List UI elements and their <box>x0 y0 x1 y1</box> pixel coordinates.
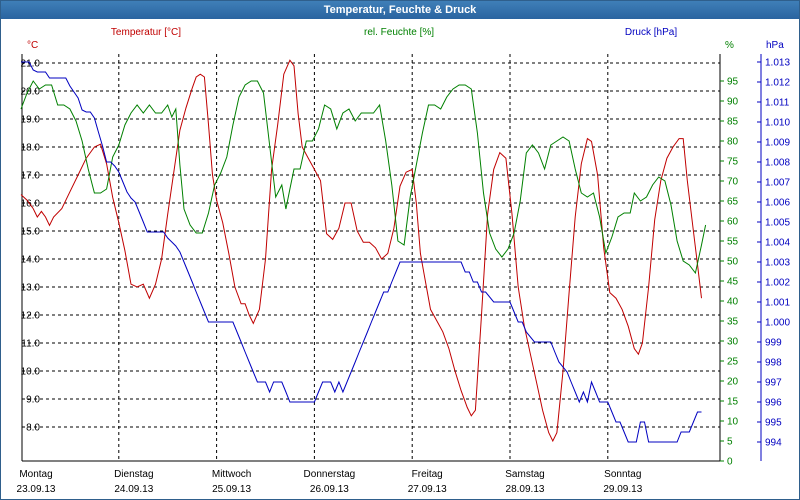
series-group <box>20 59 707 443</box>
tick-label-humidity: 65 <box>727 197 739 208</box>
tick-label-date: 29.09.13 <box>603 484 642 495</box>
tick-label-pressure: 994 <box>765 438 782 449</box>
tick-label-temperature: 15.0 <box>21 227 41 238</box>
tick-label-pressure: 998 <box>765 358 782 369</box>
tick-label-temperature: 9.0 <box>26 395 40 406</box>
tick-label-pressure: 1.008 <box>765 158 790 169</box>
tick-label-humidity: 70 <box>727 177 739 188</box>
tick-label-pressure: 996 <box>765 398 782 409</box>
unit-temperature: °C <box>27 40 38 51</box>
tick-label-temperature: 16.0 <box>21 199 41 210</box>
series-line-humidity <box>20 80 707 275</box>
axis-label-humidity: rel. Feuchte [%] <box>364 27 434 38</box>
tick-label-day: Dienstag <box>114 469 153 480</box>
tick-label-pressure: 1.012 <box>765 78 790 89</box>
unit-pressure: hPa <box>766 40 784 51</box>
tick-label-date: 27.09.13 <box>408 484 447 495</box>
tick-label-pressure: 1.011 <box>765 98 790 109</box>
tick-label-day: Montag <box>19 469 52 480</box>
tick-label-day: Samstag <box>505 469 544 480</box>
tick-label-pressure: 1.006 <box>765 198 790 209</box>
grid <box>22 54 720 461</box>
series-line-pressure <box>21 61 702 443</box>
unit-humidity: % <box>725 40 734 51</box>
tick-label-pressure: 1.013 <box>765 58 790 69</box>
axis-label-pressure: Druck [hPa] <box>625 27 677 38</box>
plot-frame <box>21 54 762 462</box>
tick-label-temperature: 14.0 <box>21 255 41 266</box>
window-title: Temperatur, Feuchte & Druck <box>1 1 799 19</box>
tick-label-pressure: 1.005 <box>765 218 790 229</box>
tick-label-humidity: 95 <box>727 77 739 88</box>
tick-label-temperature: 10.0 <box>21 367 41 378</box>
tick-label-pressure: 1.003 <box>765 258 790 269</box>
axis-label-temperature: Temperatur [°C] <box>111 27 181 38</box>
tick-label-temperature: 8.0 <box>26 423 40 434</box>
tick-label-humidity: 0 <box>727 457 733 468</box>
tick-label-date: 26.09.13 <box>310 484 349 495</box>
tick-label-pressure: 997 <box>765 378 782 389</box>
tick-label-humidity: 80 <box>727 137 739 148</box>
tick-label-humidity: 10 <box>727 417 739 428</box>
axes: 21.020.019.018.017.016.015.014.013.012.0… <box>17 58 791 496</box>
tick-label-humidity: 75 <box>727 157 739 168</box>
tick-label-humidity: 45 <box>727 277 739 288</box>
tick-label-pressure: 995 <box>765 418 782 429</box>
tick-label-temperature: 20.0 <box>21 87 41 98</box>
tick-label-day: Freitag <box>412 469 443 480</box>
chart-canvas: 21.020.019.018.017.016.015.014.013.012.0… <box>17 27 791 496</box>
tick-label-pressure: 1.001 <box>765 298 790 309</box>
tick-label-pressure: 1.002 <box>765 278 790 289</box>
tick-label-humidity: 60 <box>727 217 739 228</box>
tick-label-day: Donnerstag <box>304 469 356 480</box>
tick-label-humidity: 40 <box>727 297 739 308</box>
tick-label-pressure: 1.000 <box>765 318 790 329</box>
tick-label-date: 23.09.13 <box>17 484 56 495</box>
tick-label-date: 25.09.13 <box>212 484 251 495</box>
tick-label-temperature: 13.0 <box>21 283 41 294</box>
tick-label-temperature: 11.0 <box>21 339 40 350</box>
series-line-temperature <box>20 59 702 443</box>
tick-label-humidity: 30 <box>727 337 739 348</box>
tick-label-pressure: 999 <box>765 338 782 349</box>
tick-label-humidity: 15 <box>727 397 739 408</box>
tick-label-pressure: 1.010 <box>765 118 790 129</box>
tick-label-pressure: 1.004 <box>765 238 790 249</box>
tick-label-pressure: 1.009 <box>765 138 790 149</box>
tick-label-humidity: 35 <box>727 317 739 328</box>
tick-label-humidity: 90 <box>727 97 739 108</box>
tick-label-humidity: 85 <box>727 117 739 128</box>
tick-label-date: 24.09.13 <box>114 484 153 495</box>
tick-label-date: 28.09.13 <box>506 484 545 495</box>
tick-label-humidity: 20 <box>727 377 739 388</box>
tick-label-temperature: 12.0 <box>21 311 41 322</box>
tick-label-humidity: 50 <box>727 257 739 268</box>
tick-label-day: Mittwoch <box>212 469 251 480</box>
tick-label-humidity: 55 <box>727 237 739 248</box>
tick-label-pressure: 1.007 <box>765 178 790 189</box>
tick-label-temperature: 17.0 <box>21 171 41 182</box>
tick-label-temperature: 19.0 <box>21 115 41 126</box>
tick-label-humidity: 25 <box>727 357 739 368</box>
tick-label-day: Sonntag <box>604 469 641 480</box>
tick-label-humidity: 5 <box>727 437 733 448</box>
tick-label-temperature: 18.0 <box>21 143 41 154</box>
